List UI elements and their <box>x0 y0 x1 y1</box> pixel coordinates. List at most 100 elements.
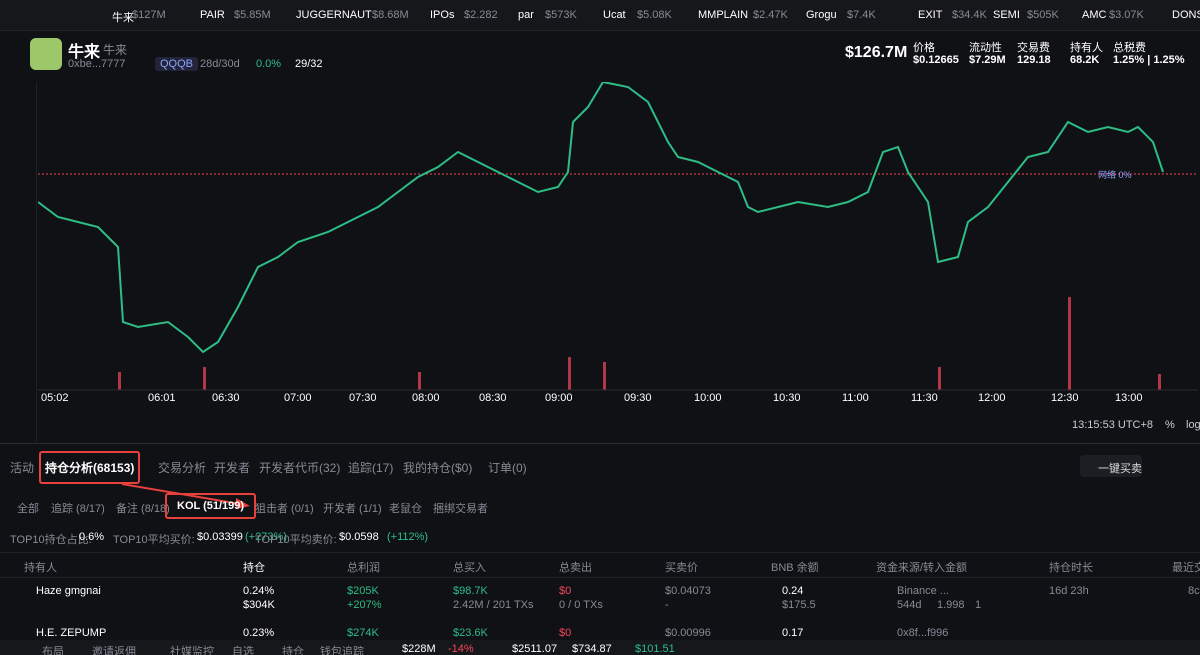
footer-item: 钱包追踪 <box>320 646 364 655</box>
ticker-value: $127M <box>132 9 166 21</box>
log: log <box>1186 419 1200 431</box>
ticker-value: $7.4K <box>847 9 876 21</box>
ticker-value: $3.07K <box>1109 9 1144 21</box>
summary-change: (+112%) <box>387 531 429 543</box>
footer-item: 社媒监控 <box>170 646 214 655</box>
time-tick: 06:30 <box>212 392 240 404</box>
ticker-value: $8.68M <box>372 9 409 21</box>
table-header: 持仓 <box>243 562 265 574</box>
change: 0.0% <box>256 58 282 70</box>
table-cell: Binance ... <box>897 585 949 597</box>
subtab: 捆绑交易者 <box>433 503 488 515</box>
time-tick: 12:30 <box>1051 392 1079 404</box>
table-cell: 0 / 0 TXs <box>559 599 603 611</box>
tab: 持仓分析(68153) <box>39 451 141 484</box>
address: 0xbe...7777 <box>68 58 126 70</box>
table-header: 总买入 <box>453 562 486 574</box>
table-cell: Haze gmgnai <box>36 585 101 597</box>
table-header-bg <box>0 552 1200 578</box>
table-cell: 0.24 <box>782 585 804 597</box>
table-header: 总卖出 <box>559 562 592 574</box>
footer-item: 布局 <box>42 646 64 655</box>
ticker-value: $5.85M <box>234 9 271 21</box>
ticker-name: EXIT <box>918 9 943 21</box>
footer-item: 持仓 <box>282 646 304 655</box>
summary-label: TOP10平均卖价: <box>255 534 337 546</box>
time-tick: 12:00 <box>978 392 1006 404</box>
tab: 订单(0) <box>488 461 527 475</box>
table-cell: 0.24% <box>243 585 275 597</box>
ticker-name: DONS <box>1172 9 1200 21</box>
table-header: 总利润 <box>347 562 380 574</box>
clock: 13:15:53 UTC+8 <box>1072 419 1154 431</box>
token-alias: 牛来 <box>103 43 128 57</box>
score: 29/32 <box>295 58 323 70</box>
percent: % <box>1165 419 1175 431</box>
table-cell: $274K <box>347 627 379 639</box>
quick-trade[interactable] <box>1080 455 1142 477</box>
table-cell: 544d <box>897 599 922 611</box>
table-header: 持仓时长 <box>1049 562 1093 574</box>
market-cap: $126.7M <box>845 44 908 61</box>
ticker-value: $2.282 <box>464 9 498 21</box>
stat-label: 总税费 <box>1113 42 1146 54</box>
stat-value: 68.2K <box>1070 54 1100 66</box>
stat-value: 129.18 <box>1017 54 1051 66</box>
time-tick: 11:00 <box>842 392 869 404</box>
table-cell: 2.42M / 201 TXs <box>453 599 534 611</box>
table-header: 最近交 <box>1172 562 1200 574</box>
subtab: 开发者 (1/1) <box>323 503 382 515</box>
tab: 追踪(17) <box>348 461 394 475</box>
time-tick: 07:30 <box>349 392 377 404</box>
tab: 我的持仓($0) <box>403 461 473 475</box>
stat-value: $7.29M <box>969 54 1006 66</box>
ticker-bar <box>0 0 1200 31</box>
footer-price: $101.51 <box>635 643 675 655</box>
table-cell: $0.04073 <box>665 585 711 597</box>
time-tick: 05:02 <box>41 392 69 404</box>
ticker-name: SEMI <box>993 9 1020 21</box>
ticker-name: 牛来 <box>112 12 134 24</box>
time-tick: 13:00 <box>1115 392 1143 404</box>
time-tick: 09:30 <box>624 392 652 404</box>
tab: 开发者代币(32) <box>259 461 341 475</box>
time-tick: 11:30 <box>911 392 938 404</box>
tab: 活动 <box>10 461 35 475</box>
token-name: 牛来 <box>68 44 101 61</box>
ticker-name: MMPLAIN <box>698 9 749 21</box>
table-cell: 8c <box>1188 585 1200 597</box>
table-cell: 1.998 <box>937 599 965 611</box>
table-cell: 0.23% <box>243 627 275 639</box>
footer-price: $734.87 <box>572 643 612 655</box>
stat-label: 价格 <box>913 42 935 54</box>
summary-label: TOP10平均买价: <box>113 534 195 546</box>
footer-price: $2511.07 <box>512 643 558 655</box>
time-tick: 09:00 <box>545 392 573 404</box>
ticker-name: JUGGERNAUT <box>296 9 372 21</box>
table-cell: 1 <box>975 599 982 611</box>
tab: 开发者 <box>214 461 251 475</box>
stat-label: 交易费 <box>1017 42 1050 54</box>
table-cell: +207% <box>347 599 382 611</box>
table-cell: 16d 23h <box>1049 585 1089 597</box>
table-cell: - <box>665 599 669 611</box>
ticker-value: $505K <box>1027 9 1059 21</box>
summary-change: (+273%) <box>245 531 287 543</box>
line-label: 网络 0% <box>1098 170 1132 180</box>
tab: 交易分析 <box>158 461 207 475</box>
summary-value: $0.0598 <box>339 531 379 543</box>
table-header: 资金来源/转入金额 <box>876 562 968 574</box>
table-cell: $0 <box>559 627 572 639</box>
table-cell: $0.00996 <box>665 627 711 639</box>
summary-value: $0.03399 <box>197 531 243 543</box>
stat-value: $0.12665 <box>913 54 959 66</box>
subtab: 追踪 (8/17) <box>51 503 105 515</box>
stat-value: 1.25% | 1.25% <box>1113 54 1185 66</box>
table-cell: 0x8f...f996 <box>897 627 949 639</box>
ticker-value: $2.47K <box>753 9 788 21</box>
table-cell: 0.17 <box>782 627 804 639</box>
subtab: KOL (51/199) <box>165 493 257 519</box>
price-path <box>38 82 1164 354</box>
table-cell: H.E. ZEPUMP <box>36 627 107 639</box>
